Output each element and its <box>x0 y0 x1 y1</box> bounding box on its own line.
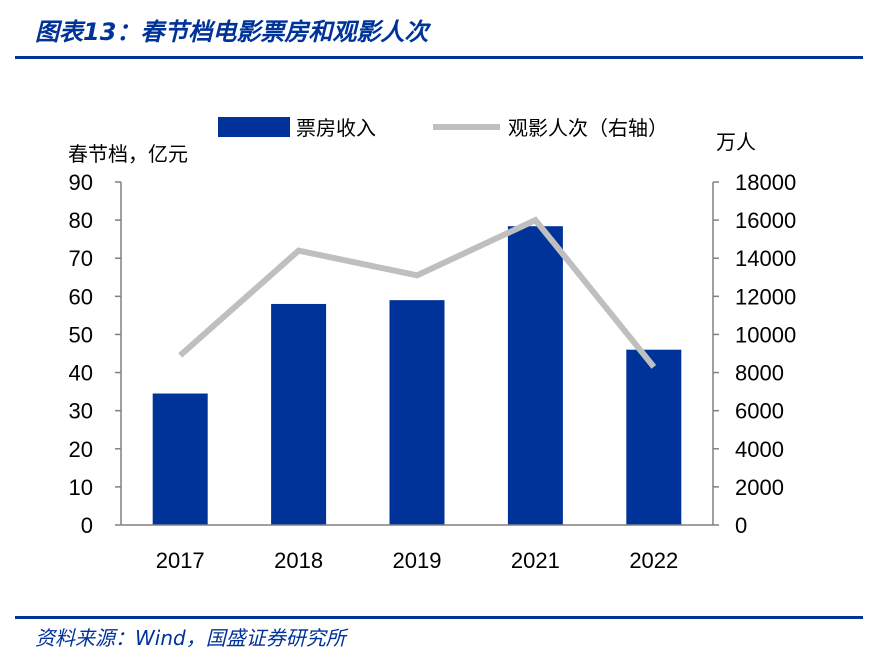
left-tick-label: 80 <box>69 208 93 233</box>
legend-bar-swatch <box>218 117 290 137</box>
bar <box>271 303 327 525</box>
left-tick-label: 10 <box>69 475 93 500</box>
left-tick-label: 90 <box>69 170 93 195</box>
right-tick-label: 18000 <box>735 170 796 195</box>
bar <box>626 349 682 525</box>
y2-axis-title: 万人 <box>716 130 756 154</box>
right-tick-label: 4000 <box>735 437 784 462</box>
bar <box>389 300 445 525</box>
left-tick-label: 50 <box>69 322 93 347</box>
y-axis-title: 春节档，亿元 <box>68 142 188 166</box>
figure-title: 图表13：春节档电影票房和观影人次 <box>35 18 429 46</box>
bar <box>152 393 208 525</box>
right-tick-label: 8000 <box>735 361 784 386</box>
right-tick-label: 2000 <box>735 475 784 500</box>
source-rule <box>15 616 863 619</box>
left-tick-label: 40 <box>69 361 93 386</box>
right-tick-label: 16000 <box>735 208 796 233</box>
x-axis: 2017 2018 2019 2021 2022 <box>121 524 713 573</box>
bars <box>152 226 682 525</box>
left-tick-label: 20 <box>69 437 93 462</box>
right-tick-label: 0 <box>735 513 747 538</box>
x-tick-label: 2017 <box>156 548 205 573</box>
x-tick-label: 2019 <box>393 548 442 573</box>
right-axis: 0 2000 4000 6000 8000 10000 12000 14000 16000 180… <box>712 170 796 538</box>
legend-bar-label: 票房收入 <box>296 116 376 140</box>
right-tick-label: 6000 <box>735 399 784 424</box>
left-tick-label: 0 <box>81 513 93 538</box>
legend-line-label: 观影人次（右轴） <box>508 116 668 140</box>
title-rule <box>15 56 863 59</box>
x-tick-label: 2022 <box>629 548 678 573</box>
left-axis: 0 10 20 30 40 50 60 70 80 90 <box>69 170 122 538</box>
bar <box>507 226 563 525</box>
source-note: 资料来源：Wind，国盛证券研究所 <box>35 626 346 650</box>
line-series <box>178 216 657 369</box>
legend: 票房收入 观影人次（右轴） <box>218 116 668 140</box>
x-tick-label: 2018 <box>274 548 323 573</box>
right-tick-label: 10000 <box>735 322 796 347</box>
x-tick-label: 2021 <box>511 548 560 573</box>
right-tick-label: 14000 <box>735 246 796 271</box>
left-tick-label: 60 <box>69 284 93 309</box>
left-tick-label: 30 <box>69 399 93 424</box>
right-tick-label: 12000 <box>735 284 796 309</box>
left-tick-label: 70 <box>69 246 93 271</box>
